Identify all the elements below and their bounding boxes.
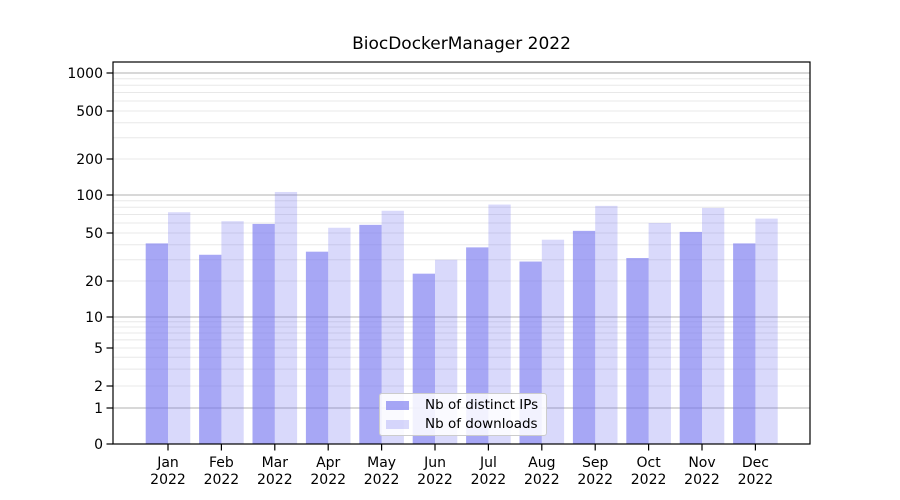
bar-nb-of-downloads-jan-2022 [168,212,191,444]
bar-nb-of-downloads-apr-2022 [328,227,351,444]
bar-nb-of-distinct-ips-jan-2022 [145,243,168,444]
x-tick-label-year: 2022 [631,472,667,488]
y-tick-label: 10 [85,310,103,326]
legend-item-downloads: Nb of downloads [386,415,542,434]
x-tick-label-year: 2022 [471,472,507,488]
axes-frame [112,61,811,445]
bar-nb-of-distinct-ips-feb-2022 [199,254,222,444]
y-tick-label: 1000 [67,66,103,82]
bar-nb-of-distinct-ips-apr-2022 [305,251,329,444]
bar-nb-of-distinct-ips-may-2022 [359,224,382,444]
x-tick-label-month: Apr [316,455,340,471]
bar-nb-of-distinct-ips-mar-2022 [252,223,275,444]
bar-nb-of-distinct-ips-dec-2022 [733,243,756,444]
x-tick-label-month: Mar [262,455,289,471]
legend-swatch-distinct-ips [386,400,409,410]
legend-item-distinct-ips: Nb of distinct IPs [386,396,542,415]
x-tick-label-year: 2022 [150,472,186,488]
legend-swatch-downloads [386,419,409,429]
x-tick-label-month: Jan [156,455,179,471]
x-tick-label-month: Jul [479,455,497,471]
bar-nb-of-downloads-sep-2022 [595,205,618,444]
y-tick-label: 200 [76,152,103,168]
bar-nb-of-downloads-aug-2022 [541,239,565,444]
y-tick-label: 1 [94,401,103,417]
y-tick-label: 20 [85,274,103,290]
x-tick-label-year: 2022 [577,472,613,488]
x-tick-label-year: 2022 [257,472,293,488]
legend-label-downloads: Nb of downloads [425,416,538,432]
bar-nb-of-distinct-ips-nov-2022 [679,231,702,444]
x-tick-label-month: Nov [688,455,715,471]
bar-nb-of-downloads-jul-2022 [488,204,511,444]
x-tick-label-month: Feb [209,455,234,471]
x-tick-label-year: 2022 [684,472,720,488]
x-tick-label-month: Jun [423,455,446,471]
y-tick-label: 500 [76,104,103,120]
y-tick-label: 2 [94,379,103,395]
x-tick-label-month: Dec [742,455,769,471]
x-tick-label-month: Sep [582,455,609,471]
bar-nb-of-distinct-ips-oct-2022 [626,258,649,444]
x-tick-label-year: 2022 [738,472,774,488]
y-tick-label: 5 [94,341,103,357]
x-tick-label-year: 2022 [310,472,346,488]
bar-nb-of-downloads-mar-2022 [274,191,298,444]
x-tick-label-year: 2022 [524,472,560,488]
x-tick-label-month: Oct [636,455,661,471]
x-tick-label-year: 2022 [204,472,240,488]
chart-title: BiocDockerManager 2022 [352,34,571,54]
bar-nb-of-downloads-feb-2022 [221,221,244,444]
x-tick-label-year: 2022 [417,472,453,488]
y-tick-label: 50 [85,226,103,242]
legend: Nb of distinct IPs Nb of downloads [379,393,547,436]
y-tick-label: 100 [76,188,103,204]
bar-nb-of-downloads-may-2022 [381,210,404,444]
y-tick-label: 0 [94,437,103,453]
bar-nb-of-downloads-oct-2022 [648,223,671,444]
bar-nb-of-downloads-dec-2022 [755,218,778,444]
x-tick-label-month: May [367,455,396,471]
x-tick-label-year: 2022 [364,472,400,488]
bar-nb-of-distinct-ips-sep-2022 [572,230,596,444]
x-tick-label-month: Aug [528,455,555,471]
bar-nb-of-downloads-nov-2022 [702,207,725,444]
legend-label-distinct-ips: Nb of distinct IPs [425,397,539,413]
